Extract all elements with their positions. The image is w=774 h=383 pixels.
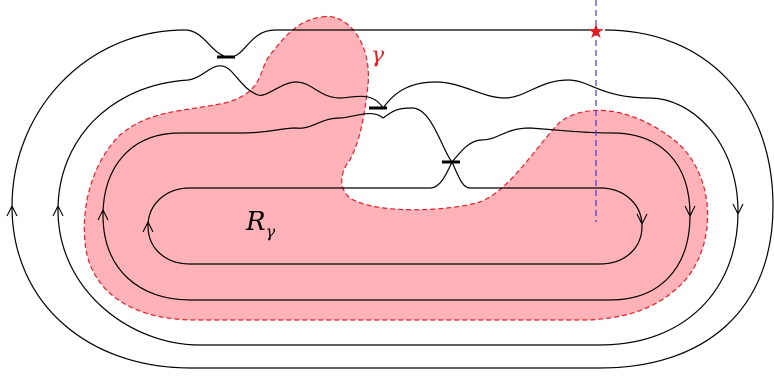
strand-third (102, 107, 691, 301)
arrow-second-right (732, 203, 744, 216)
arrow-outer-left (6, 204, 18, 217)
gamma-label: γ (371, 43, 385, 68)
arrow-second-left (52, 204, 64, 217)
region-r-gamma (83, 15, 709, 321)
region-label-sub: γ (266, 222, 276, 241)
star-marker: ★ (587, 19, 605, 43)
strand-second (57, 65, 739, 346)
region-label-main: R (245, 207, 266, 237)
strand-outer (11, 29, 774, 369)
arrow-third-left (97, 208, 109, 221)
arrow-inner-right (636, 213, 648, 226)
arrow-third-right (684, 205, 696, 218)
arrow-inner-left (142, 220, 154, 233)
region-label: Rγ (245, 207, 276, 241)
